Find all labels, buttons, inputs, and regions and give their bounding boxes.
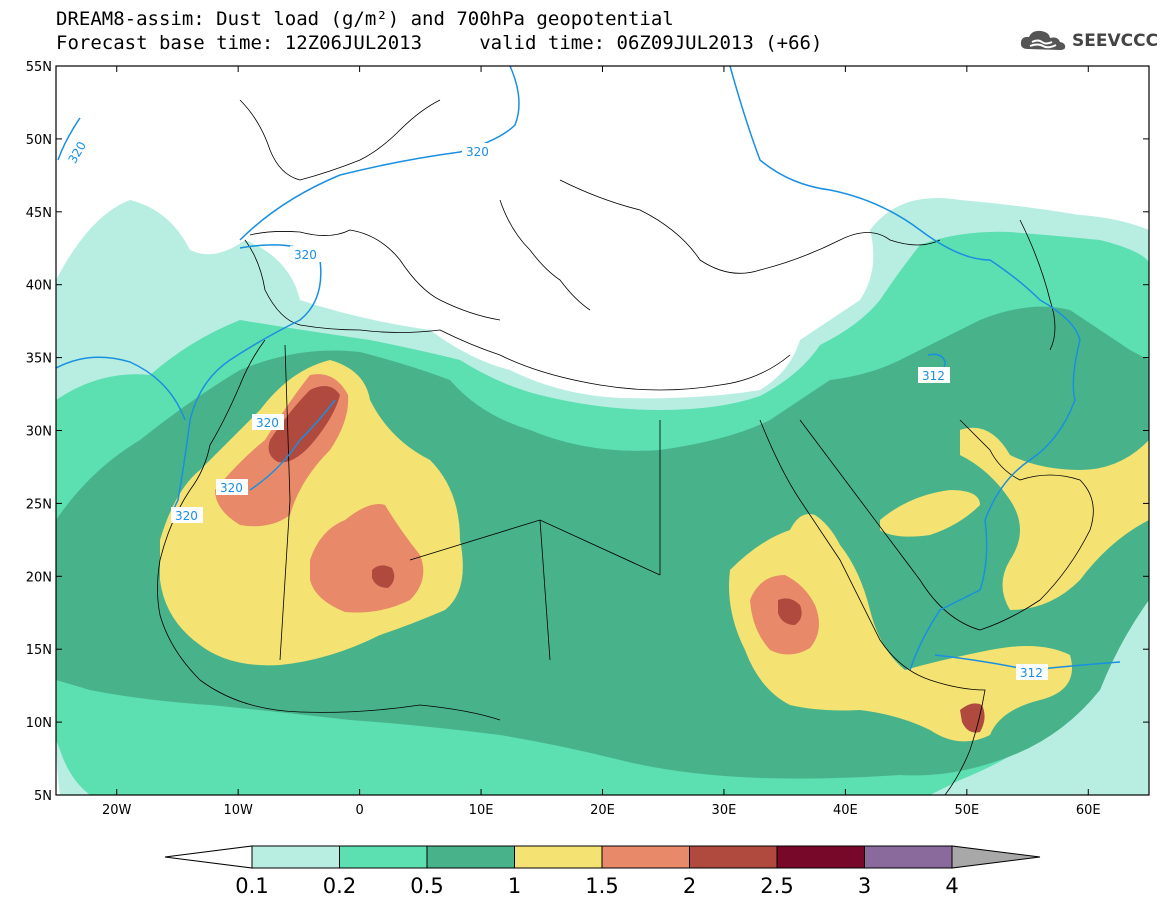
- lon-label: 0: [355, 803, 363, 818]
- coast-gulf-guinea: [157, 559, 501, 721]
- coast-balkans-blacksea: [559, 179, 941, 274]
- colorbar-label: 0.1: [235, 874, 268, 898]
- colorbar-label: 2.5: [760, 874, 793, 898]
- latitude-labels: 55N 50N 45N 40N 35N 30N 25N 20N 15N 10N 5N: [26, 60, 52, 804]
- coast-nw-europe: [239, 99, 441, 181]
- contour-label-8: 312: [1020, 666, 1043, 680]
- colorbar-box: [514, 845, 603, 869]
- lon-label: 60E: [1076, 803, 1101, 818]
- coast-caspian: [1019, 219, 1056, 351]
- dust-region-1-arabia-central: [880, 490, 980, 537]
- dust-region-1.5-sahara: [310, 504, 424, 613]
- dust-region-2-somalia: [960, 703, 985, 733]
- longitude-labels: 20W 10W 0 10E 20E 30E 40E 50E 60E: [102, 803, 1101, 818]
- dust-region-2-atlas: [268, 386, 340, 463]
- contour-320-a: [57, 117, 81, 161]
- colorbar-labels: 0.1 0.2 0.5 1 1.5 2 2.5 3 4: [235, 874, 958, 898]
- colorbar-label: 0.5: [410, 874, 443, 898]
- dust-region-2-sudan: [778, 598, 802, 625]
- colorbar-over-arrow: [951, 845, 1041, 869]
- contour-label-1: 320: [466, 145, 489, 159]
- colorbar-label: 0.2: [323, 874, 356, 898]
- colorbar-box: [864, 845, 953, 869]
- coast-italy: [499, 199, 591, 311]
- coast-iberia-med: [249, 229, 501, 321]
- lat-label: 35N: [26, 352, 52, 367]
- contour-320-d: [56, 356, 186, 421]
- lon-label: 40E: [833, 803, 858, 818]
- lon-label: 20W: [102, 803, 132, 818]
- border-mauritania-mali: [279, 344, 291, 661]
- logo-text: SEEVCCC: [1072, 31, 1159, 51]
- contour-312-a: [729, 66, 1081, 671]
- lat-label: 15N: [26, 643, 52, 658]
- coast-north-africa: [244, 239, 791, 391]
- colorbar-box: [601, 845, 690, 869]
- lat-label: 45N: [26, 206, 52, 221]
- lat-label: 5N: [34, 789, 52, 804]
- colorbar: 0.1 0.2 0.5 1 1.5 2 2.5 3 4: [164, 845, 1041, 898]
- contour-320-b: [239, 66, 520, 241]
- lon-label: 50E: [954, 803, 979, 818]
- colorbar-box: [426, 845, 515, 869]
- colorbar-box: [251, 845, 340, 869]
- lat-label: 40N: [26, 279, 52, 294]
- coast-red-sea-somalia: [759, 419, 986, 795]
- contour-320-e: [249, 399, 336, 491]
- colorbar-label: 1: [508, 874, 521, 898]
- lat-label: 30N: [26, 425, 52, 440]
- map-title: DREAM8-assim: Dust load (g/m²) and 700hP…: [56, 8, 674, 30]
- forecast-times: Forecast base time: 12Z06JUL2013 valid t…: [56, 32, 823, 54]
- contour-label-5: 320: [175, 509, 198, 523]
- lat-label: 55N: [26, 60, 52, 75]
- lon-label: 10W: [223, 803, 253, 818]
- border-niger-chad: [539, 519, 551, 661]
- colorbar-box: [689, 845, 778, 869]
- contour-label-2: 320: [294, 248, 317, 262]
- lat-label: 20N: [26, 570, 52, 585]
- seevccc-logo: SEEVCCC: [1018, 28, 1158, 54]
- dust-region-1-arabia: [960, 427, 1149, 610]
- axis-ticks: [56, 65, 1149, 796]
- dust-region-2-sahara: [372, 565, 395, 588]
- map-area: [56, 66, 1149, 795]
- colorbar-box: [339, 845, 428, 869]
- colorbar-box: [776, 845, 865, 869]
- colorbar-boxes: [251, 845, 953, 869]
- colorbar-label: 2: [683, 874, 696, 898]
- lon-label: 20E: [590, 803, 615, 818]
- contour-label-3: 320: [256, 416, 279, 430]
- coast-arabia: [799, 419, 1094, 631]
- lat-label: 10N: [26, 716, 52, 731]
- contour-label-4: 320: [220, 481, 243, 495]
- colorbar-label: 3: [858, 874, 871, 898]
- cloud-icon: [1020, 30, 1066, 50]
- dust-region-1-east: [729, 514, 1072, 742]
- lon-label: 10E: [469, 803, 494, 818]
- colorbar-label: 4: [945, 874, 958, 898]
- contour-label-7: 312: [922, 369, 945, 383]
- colorbar-under-arrow: [164, 845, 253, 869]
- lat-label: 25N: [26, 497, 52, 512]
- colorbar-label: 1.5: [585, 874, 618, 898]
- lat-label: 50N: [26, 133, 52, 148]
- lon-label: 30E: [712, 803, 737, 818]
